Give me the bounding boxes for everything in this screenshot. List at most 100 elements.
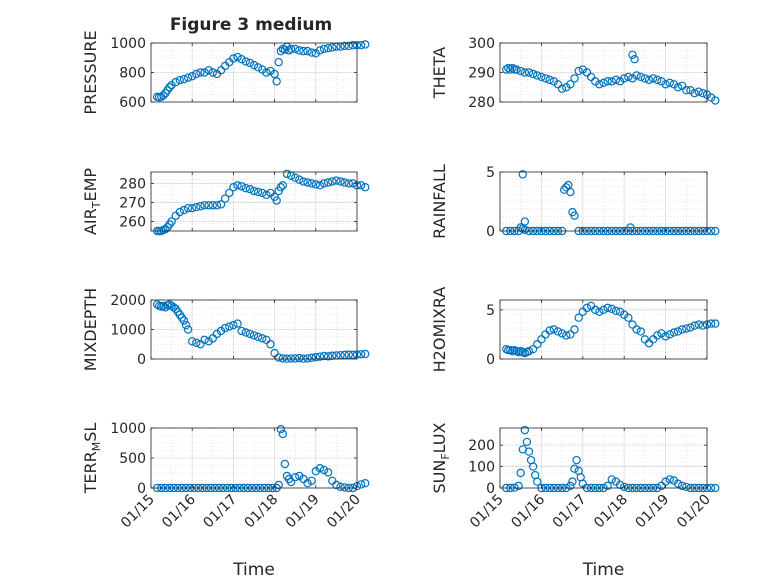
- data-point: [356, 350, 366, 359]
- data-point: [323, 178, 333, 187]
- data-point: [348, 41, 358, 50]
- data-point: [237, 326, 246, 336]
- data-point: [200, 68, 209, 77]
- data-point: [566, 80, 575, 89]
- data-point: [245, 184, 255, 194]
- data-point: [537, 72, 546, 82]
- data-point: [315, 464, 325, 473]
- data-point: [599, 305, 608, 315]
- data-point: [241, 183, 250, 193]
- data-point: [159, 301, 168, 311]
- data-point: [356, 480, 366, 489]
- data-point: [328, 177, 337, 186]
- data-point: [620, 74, 629, 83]
- data-point: [611, 75, 621, 85]
- data-point: [276, 46, 285, 56]
- data-point: [258, 334, 267, 343]
- data-point: [630, 55, 639, 64]
- data-point: [315, 46, 325, 55]
- data-point: [175, 207, 185, 217]
- data-point: [591, 305, 600, 315]
- data-point: [516, 468, 525, 478]
- data-point: [636, 72, 645, 82]
- data-point: [225, 322, 234, 331]
- data-point: [241, 57, 250, 66]
- y-tick-label: 0: [486, 352, 495, 368]
- axes-frame: [150, 171, 358, 232]
- data-point: [291, 44, 300, 54]
- data-point: [632, 71, 641, 80]
- data-point: [665, 475, 674, 484]
- data-point: [276, 425, 285, 434]
- axes-rainfall: 0 5 RAINFALL: [430, 164, 720, 240]
- data-point: [673, 327, 683, 336]
- data-point: [520, 225, 530, 235]
- data-point: [361, 349, 370, 359]
- data-point: [537, 335, 546, 344]
- data-point: [553, 327, 563, 336]
- y-tick-label: 0: [486, 224, 495, 240]
- data-point: [520, 68, 530, 77]
- data-point: [192, 338, 201, 347]
- y-tick-label: 0: [137, 481, 146, 497]
- data-point: [340, 483, 349, 492]
- data-point: [516, 66, 525, 76]
- data-point: [661, 332, 670, 341]
- data-point: [159, 91, 168, 100]
- data-point: [183, 203, 193, 213]
- y-tick-label: 800: [119, 66, 146, 82]
- data-point: [233, 52, 242, 62]
- data-point: [533, 340, 542, 349]
- y-tick-label: 5: [486, 165, 495, 181]
- data-point: [299, 177, 308, 186]
- data-point: [216, 200, 226, 209]
- data-point: [229, 183, 238, 192]
- data-point: [528, 344, 538, 354]
- data-point: [711, 226, 720, 236]
- y-axis-label: MIXDEPTH: [81, 288, 100, 371]
- data-point: [570, 464, 579, 473]
- data-point: [686, 323, 695, 332]
- data-point: [510, 483, 519, 492]
- data-point: [677, 481, 687, 491]
- data-point: [568, 477, 577, 486]
- data-point: [241, 328, 250, 337]
- data-point: [187, 203, 197, 213]
- data-point: [599, 78, 608, 88]
- data-point: [636, 327, 645, 336]
- data-point: [311, 180, 320, 189]
- data-point: [303, 46, 312, 56]
- data-point: [332, 480, 341, 490]
- y-tick-label: 100: [468, 460, 495, 476]
- data-point: [253, 187, 263, 197]
- y-tick-label: 1000: [110, 323, 146, 339]
- data-point: [274, 480, 283, 490]
- axes-frame: [499, 299, 708, 360]
- data-point: [179, 316, 189, 325]
- data-point: [586, 72, 596, 82]
- data-point: [607, 304, 616, 314]
- y-tick-label: 0: [137, 352, 146, 368]
- data-point: [528, 69, 538, 79]
- data-point: [545, 75, 554, 85]
- data-point: [653, 331, 662, 340]
- data-point: [278, 181, 288, 190]
- data-point: [566, 187, 575, 197]
- data-point: [524, 346, 534, 356]
- data-point: [698, 88, 708, 98]
- data-point: [502, 65, 511, 74]
- data-point: [245, 58, 255, 68]
- y-axis-label: SUNFLUX: [430, 422, 452, 493]
- data-point: [508, 63, 517, 73]
- data-point: [570, 211, 579, 220]
- data-point: [152, 300, 162, 309]
- data-point: [336, 177, 345, 186]
- data-point: [522, 437, 532, 447]
- data-point: [514, 481, 523, 491]
- data-point: [694, 320, 703, 329]
- y-tick-label: 260: [119, 214, 146, 230]
- data-point: [183, 73, 193, 82]
- data-point: [669, 328, 679, 337]
- y-tick-label: 290: [468, 66, 495, 82]
- y-tick-label: 200: [468, 438, 495, 454]
